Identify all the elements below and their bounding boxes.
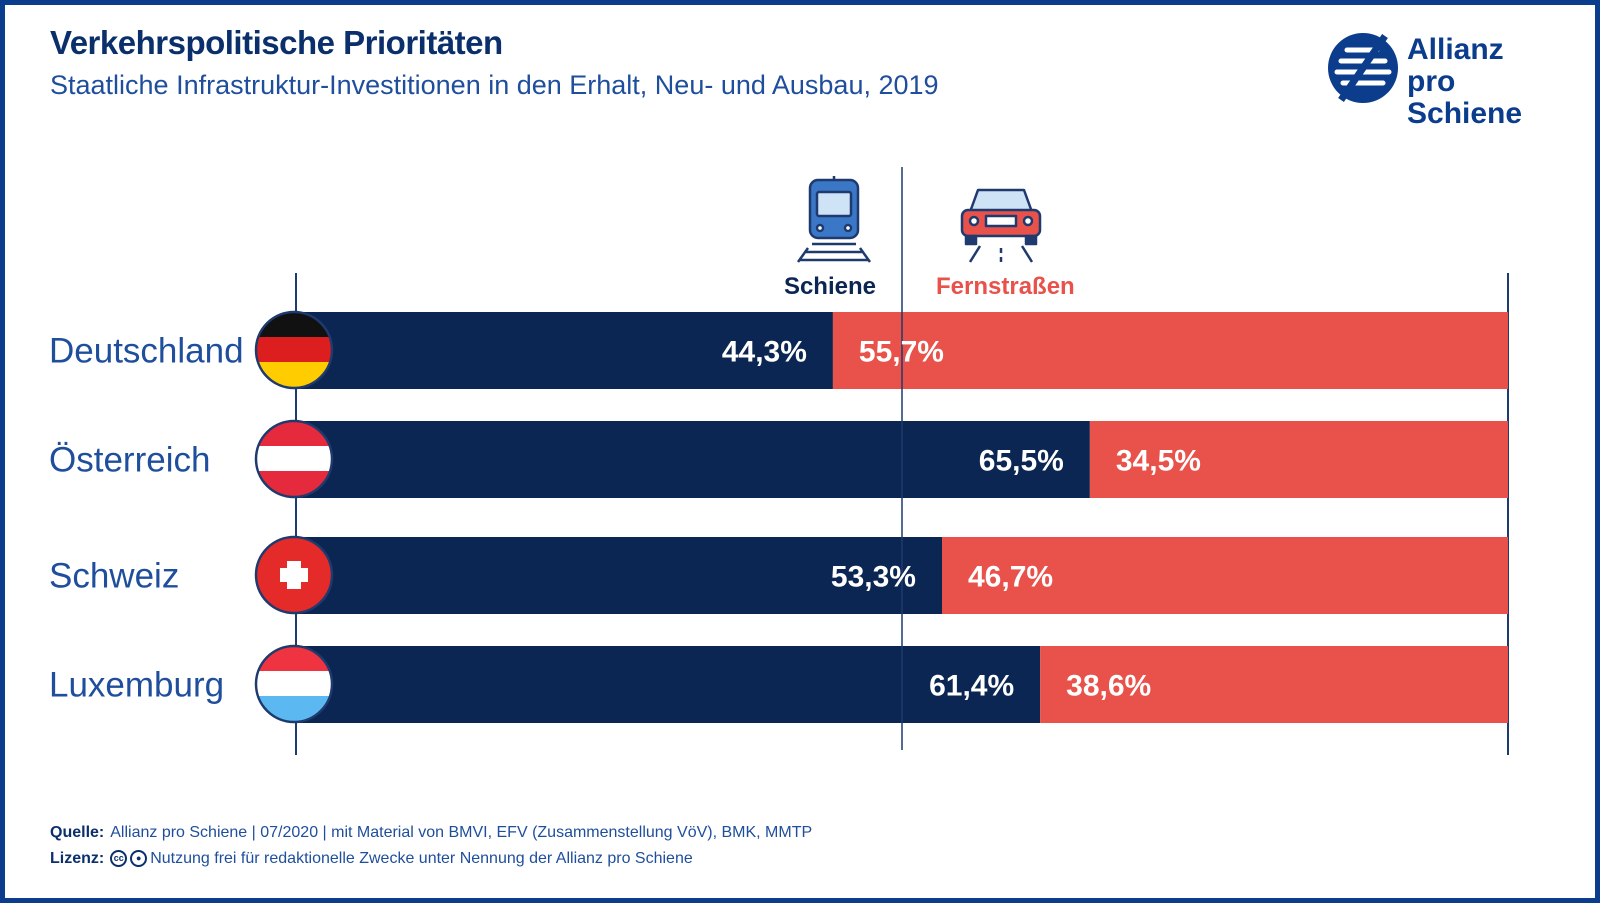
legend-schiene: Schiene [784,273,876,300]
austria-flag-icon [254,419,334,499]
value-label-fernstrassen-1: 34,5% [1116,445,1201,478]
value-label-schiene-0: 44,3% [722,336,807,369]
luxembourg-flag-icon [254,644,334,724]
bar-schiene-2 [296,537,942,614]
value-label-schiene-2: 53,3% [831,561,916,594]
page-subtitle: Staatliche Infrastruktur-Investitionen i… [50,70,939,100]
switzerland-flag-icon [254,535,334,615]
value-label-schiene-3: 61,4% [929,670,1014,703]
bar-fernstrassen-2 [941,537,1508,614]
license-label: Lizenz: [50,850,105,867]
source-line: Quelle: Allianz pro Schiene | 07/2020 | m… [50,824,812,842]
category-label-2: Schweiz [49,557,179,596]
by-icon: ● [130,850,148,868]
category-label-3: Luxemburg [49,666,224,705]
license-text: Nutzung frei für redaktionelle Zwecke un… [150,850,693,867]
value-label-fernstrassen-3: 38,6% [1066,670,1151,703]
bar-schiene-0 [296,312,833,389]
allianz-logo-icon [1328,33,1398,103]
bar-fernstrassen-0 [832,312,1508,389]
source-label: Quelle: [50,824,105,841]
allianz-logo: Allianz pro Schiene [1325,30,1565,130]
source-text: Allianz pro Schiene | 07/2020 | mit Mate… [110,824,813,841]
value-label-fernstrassen-0: 55,7% [859,336,944,369]
bar-fernstrassen-1 [1089,421,1508,498]
bar-schiene-1 [296,421,1090,498]
category-label-1: Österreich [49,441,210,480]
cc-icon: cc [110,850,128,868]
value-label-fernstrassen-2: 46,7% [968,561,1053,594]
category-label-0: Deutschland [49,332,244,371]
germany-flag-icon [254,310,334,390]
value-label-schiene-1: 65,5% [979,445,1064,478]
logo-line-1: Allianz [1407,33,1504,66]
bar-fernstrassen-3 [1040,646,1508,723]
car-icon [960,188,1042,263]
logo-line-2: pro Schiene [1407,65,1523,130]
license-line: Lizenz: cc ● Nutzung frei für redaktionelle… [50,850,693,868]
train-icon [796,176,872,263]
legend-fernstrassen: Fernstraßen [936,273,1075,300]
page-title: Verkehrspolitische Prioritäten [50,24,503,61]
bar-schiene-3 [296,646,1041,723]
